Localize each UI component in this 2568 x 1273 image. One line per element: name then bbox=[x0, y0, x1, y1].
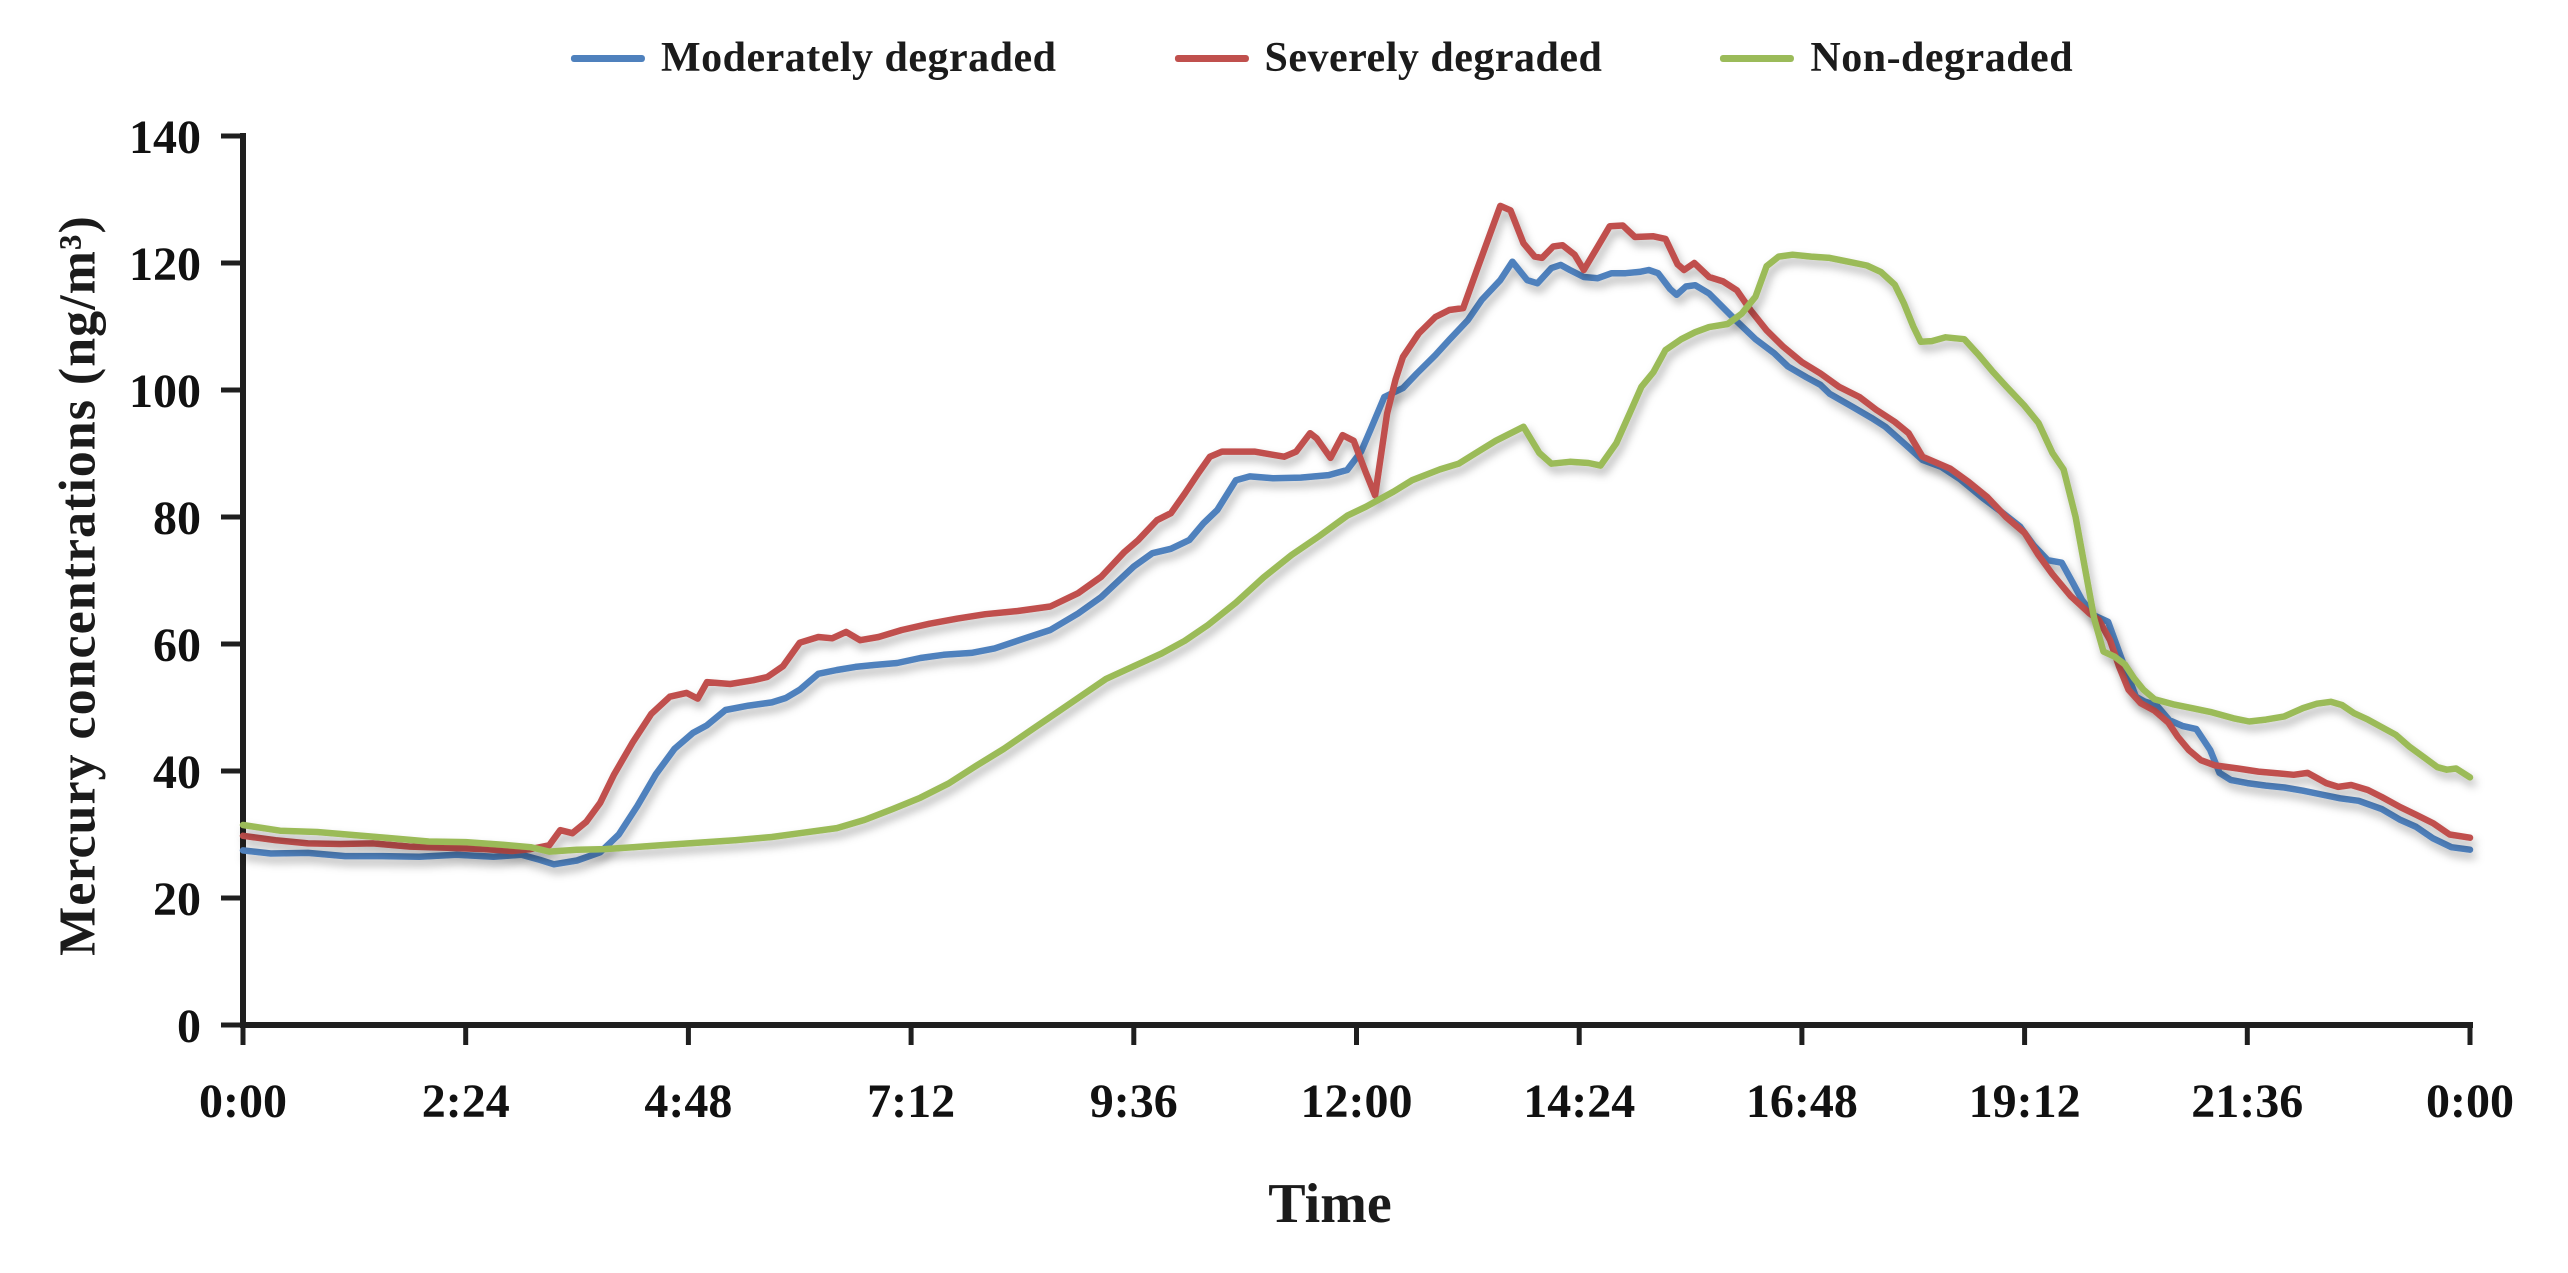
svg-text:0:00: 0:00 bbox=[199, 1075, 287, 1128]
legend-label: Non-degraded bbox=[1810, 35, 2074, 81]
legend-item-non-degraded: Non-degraded bbox=[1720, 34, 2073, 82]
x-axis-title: Time bbox=[1268, 1173, 1392, 1235]
y-axis-tick-labels: 0 20 40 60 80 100 120 140 bbox=[129, 111, 201, 1053]
svg-text:120: 120 bbox=[129, 238, 201, 291]
legend-item-moderately-degraded: Moderately degraded bbox=[570, 34, 1057, 82]
y-axis-ticks bbox=[221, 133, 243, 1028]
legend-label: Moderately degraded bbox=[660, 35, 1057, 81]
svg-text:60: 60 bbox=[153, 619, 201, 672]
legend-line-swatch-blue bbox=[570, 54, 645, 62]
svg-text:0: 0 bbox=[177, 1000, 201, 1053]
svg-text:7:12: 7:12 bbox=[867, 1075, 955, 1128]
svg-text:14:24: 14:24 bbox=[1523, 1075, 1635, 1128]
svg-text:80: 80 bbox=[153, 492, 201, 545]
series-line-non-degraded bbox=[239, 251, 2474, 855]
series-line-moderately-degraded bbox=[239, 258, 2474, 868]
y-axis-title: Mercury concentrations (ng/m³) bbox=[49, 215, 107, 956]
svg-text:140: 140 bbox=[129, 111, 201, 164]
svg-text:20: 20 bbox=[153, 873, 201, 926]
legend-item-severely-degraded: Severely degraded bbox=[1174, 34, 1603, 82]
chart-legend: Moderately degraded Severely degraded No… bbox=[570, 34, 2073, 82]
legend-label: Severely degraded bbox=[1264, 35, 1603, 81]
svg-text:40: 40 bbox=[153, 746, 201, 799]
svg-text:0:00: 0:00 bbox=[2426, 1075, 2514, 1128]
x-axis-tick-labels: 0:00 2:24 4:48 7:12 9:36 12:00 14:24 16:48 19:12… bbox=[199, 1075, 2514, 1128]
svg-text:9:36: 9:36 bbox=[1090, 1075, 1178, 1128]
svg-text:19:12: 19:12 bbox=[1969, 1075, 2081, 1128]
legend-line-swatch-green bbox=[1720, 54, 1795, 62]
x-axis-ticks bbox=[240, 1025, 2473, 1045]
svg-text:100: 100 bbox=[129, 365, 201, 418]
legend-line-swatch-red bbox=[1174, 54, 1249, 62]
series-line-severely-degraded bbox=[239, 202, 2474, 855]
svg-text:12:00: 12:00 bbox=[1301, 1075, 1413, 1128]
svg-text:21:36: 21:36 bbox=[2191, 1075, 2303, 1128]
svg-text:4:48: 4:48 bbox=[644, 1075, 732, 1128]
svg-text:16:48: 16:48 bbox=[1746, 1075, 1858, 1128]
svg-text:2:24: 2:24 bbox=[422, 1075, 510, 1128]
axes bbox=[240, 133, 2473, 1028]
